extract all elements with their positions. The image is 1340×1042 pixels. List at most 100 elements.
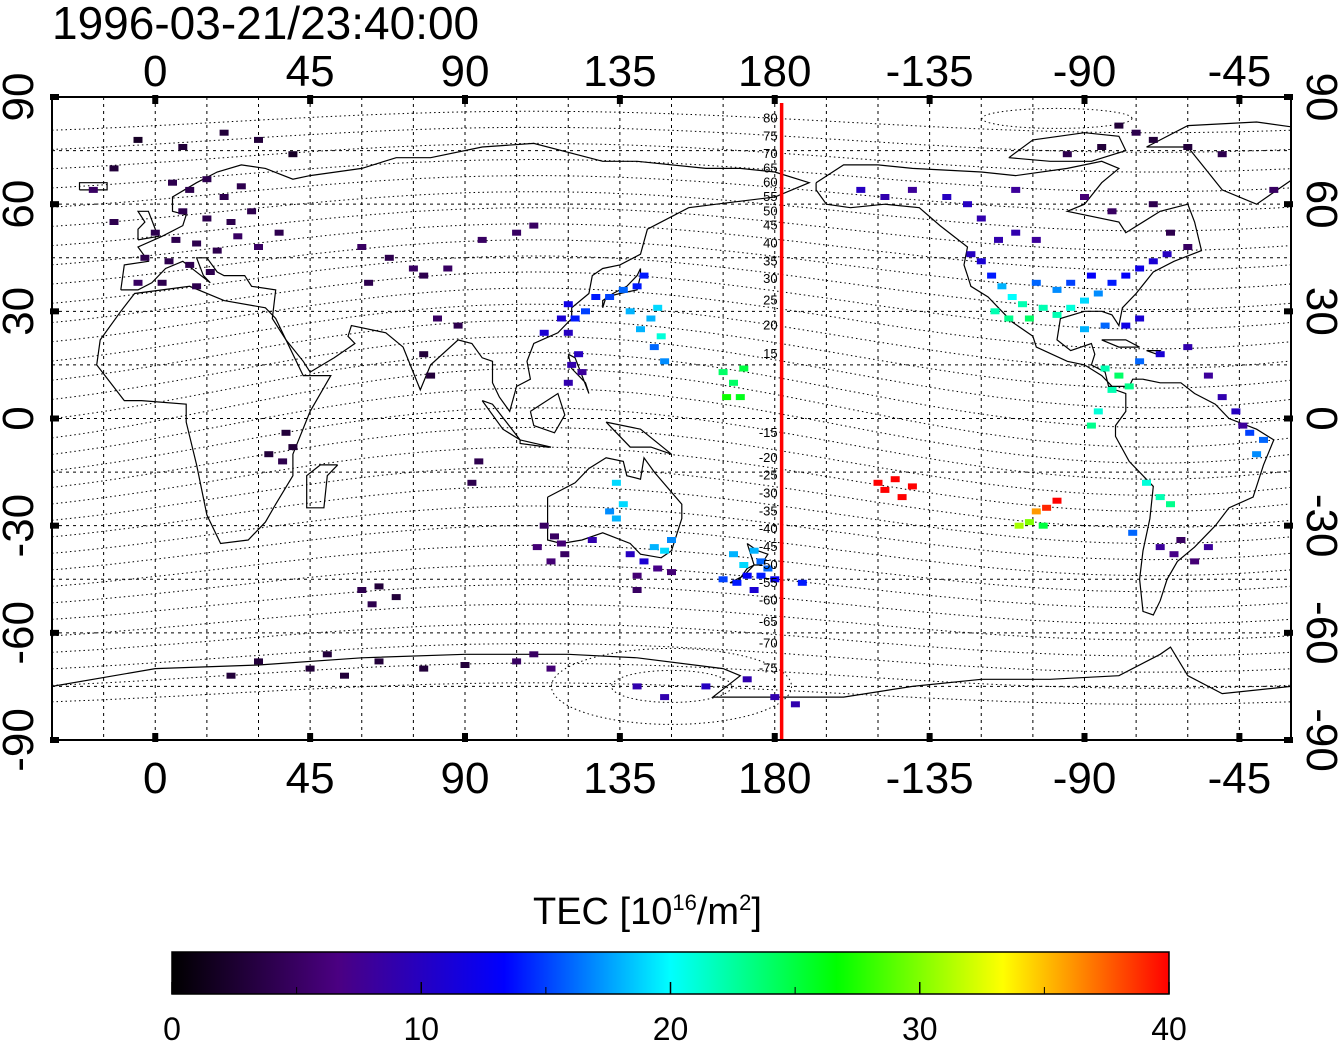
contour-label: -70 [759,636,778,651]
tec-point [701,683,711,690]
lat-tick-right [1284,201,1293,208]
coastline [1101,339,1140,348]
tec-point [660,358,670,365]
tec-point [749,587,759,593]
tec-point [1024,315,1034,322]
tec-point [587,537,597,543]
tec-point [367,601,377,608]
coastline [120,142,811,413]
tec-point [1107,386,1117,393]
contour-label: -75 [759,661,778,676]
tec-point [1121,272,1131,279]
tec-point [763,565,773,572]
tec-point [539,329,549,336]
lat-label-left: 90 [0,73,43,122]
tec-point [1166,501,1175,508]
lat-tick-right [1284,629,1293,636]
tec-point [226,219,236,225]
contour-line [52,485,1291,544]
lon-tick-bottom [1236,733,1243,742]
lon-tick-top [616,95,623,104]
tec-point [667,569,676,576]
lat-tick-left [50,737,59,743]
tec-point [1042,504,1052,511]
tec-point [374,658,384,665]
tec-point [133,136,143,143]
contour-label: 75 [763,128,777,143]
magnetic-latitude-contours [52,107,1291,725]
tec-point [1100,322,1110,329]
contour-line [52,175,1291,212]
tec-point [474,458,484,465]
tec-point [192,240,202,247]
lon-label-bottom: -90 [1053,754,1117,803]
tec-point [976,215,986,222]
contour-label: 70 [763,146,777,161]
lat-tick-right [1284,737,1293,743]
tec-point [770,694,780,701]
tec-point [897,494,907,501]
coastline [567,353,590,394]
tec-point [467,479,477,486]
tec-point [660,547,670,554]
tec-point [1031,236,1041,243]
lon-tick-top [307,95,314,104]
tec-point [1190,558,1200,565]
tec-point [1183,344,1193,351]
tec-point [563,329,573,336]
tec-point [1155,544,1165,551]
tec-point [1080,194,1089,200]
colorbar-tick-label: 10 [403,1011,439,1042]
tec-point [649,544,659,551]
lon-label-bottom: 180 [738,754,811,803]
tec-point [212,247,222,254]
contour-label: 30 [763,271,777,286]
lon-label-top: 90 [441,47,490,96]
tec-point [453,322,463,329]
lat-label-right: -30 [1297,494,1340,558]
contour-line [52,446,1291,512]
tec-point [856,186,866,193]
lon-label-top: 135 [583,47,656,96]
tec-point [419,351,429,358]
tec-point [426,372,436,379]
contour-line [52,544,1291,593]
tec-point [150,229,160,236]
tec-point [1259,436,1268,443]
tec-point [605,294,615,300]
tec-point [202,176,212,183]
tec-point [567,361,577,368]
coastline [52,646,1291,740]
tec-point [742,572,752,579]
tec-point [660,694,670,701]
tec-point [1148,258,1158,265]
tec-point [563,379,573,386]
tec-point [1066,279,1076,286]
tec-point [1004,315,1014,322]
colorbar: 0 10 20 30 40 [163,951,1187,1042]
lon-tick-top [1081,95,1088,104]
tec-point [563,301,573,308]
lat-tick-left [50,629,59,636]
tec-point [739,562,749,568]
lat-label-right: 0 [1297,406,1340,430]
contour-pole-south-outer [551,647,792,725]
lat-tick-left [50,415,59,422]
tec-point [656,333,666,340]
tec-point [219,129,229,136]
tec-point [233,233,243,240]
tec-point [192,283,202,290]
tec-point [133,279,143,286]
tec-point [611,515,621,522]
tec-point [1038,304,1048,311]
tec-point [364,279,374,286]
tec-point [1131,129,1141,136]
lat-label-left: 30 [0,287,43,336]
contour-line [52,584,1291,625]
contour-label: 50 [763,203,777,218]
lon-label-top: 180 [738,47,811,96]
tec-point [340,672,349,679]
tec-point [357,587,367,593]
tec-point [742,676,752,683]
tec-point [625,551,635,558]
